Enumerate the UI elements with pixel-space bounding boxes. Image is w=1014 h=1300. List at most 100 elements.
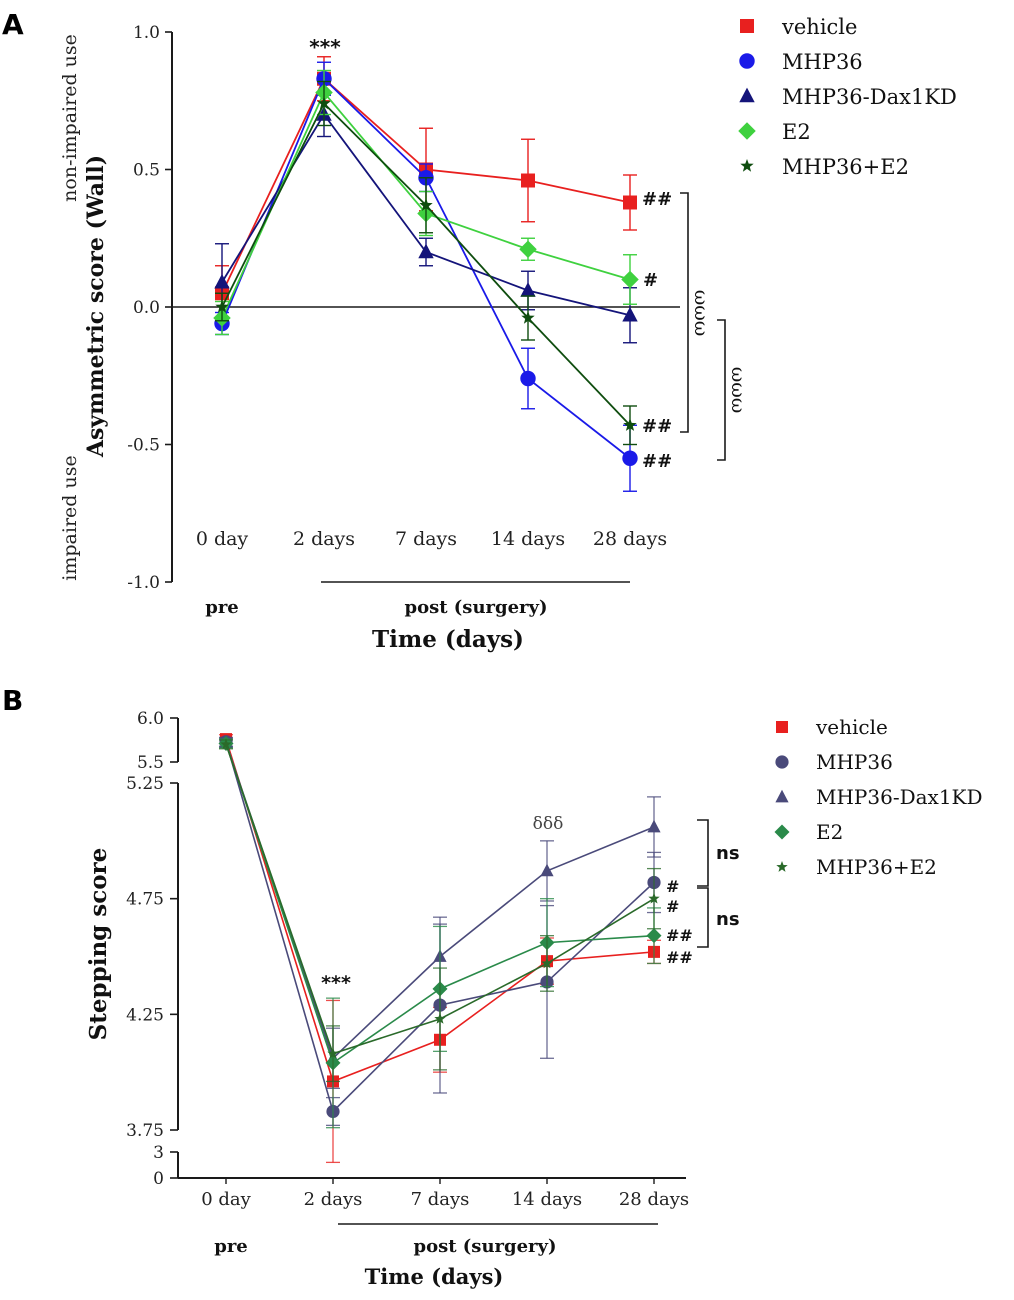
b-e2-hash: ## <box>666 926 693 945</box>
b-xlabel: Time (days) <box>365 1264 504 1289</box>
a-mhp36-hash: ## <box>642 451 672 472</box>
a-legend-label: MHP36 <box>782 50 863 74</box>
b-group-post: post (surgery) <box>413 1236 556 1257</box>
a-xtick-label: 28 days <box>593 528 667 550</box>
b-ytick-label: 5.25 <box>126 774 164 794</box>
panel-b-label: B <box>2 684 23 717</box>
a-legend-item: vehicle <box>740 15 857 39</box>
b-legend: vehicle MHP36 MHP36-Dax1KD E2 MHP36+E2 <box>774 715 983 879</box>
a-series-mhp36-e2 <box>215 80 637 446</box>
b-vehicle-hash: ## <box>666 948 693 967</box>
a-e2-hash: # <box>643 270 658 291</box>
a-point-mhp36-e2 <box>215 300 229 313</box>
star-icon <box>776 861 788 872</box>
b-comb-hash: # <box>666 897 679 916</box>
b-legend-item: MHP36+E2 <box>776 855 937 879</box>
a-legend-label: E2 <box>782 120 811 144</box>
b-legend-item: vehicle <box>776 715 888 739</box>
a-point-e2 <box>519 240 537 258</box>
a-point-mhp36-e2 <box>317 96 331 110</box>
a-ylabel-lower: impaired use <box>59 455 81 580</box>
a-legend: vehicle MHP36 MHP36-Dax1KD E2 MHP36+E2 <box>738 15 957 179</box>
b-legend-label: MHP36+E2 <box>816 855 937 879</box>
a-legend-item: MHP36 <box>739 50 863 74</box>
a-bracket-1 <box>680 192 689 433</box>
b-legend-item: MHP36-Dax1KD <box>775 785 983 809</box>
b-bracket-1 <box>697 819 709 887</box>
b-legend-label: vehicle <box>815 715 888 739</box>
b-xtick-label: 28 days <box>619 1189 689 1210</box>
b-point-mhp36-dax1kd <box>647 819 661 833</box>
triangle-icon <box>775 789 789 803</box>
a-legend-label: vehicle <box>781 15 857 39</box>
b-xtick-label: 7 days <box>411 1189 470 1210</box>
a-ylabel: Asymmetric score (Wall) <box>83 155 109 458</box>
a-legend-item: E2 <box>738 120 811 144</box>
b-x-category-labels: 0 day 2 days 7 days 14 days 28 days <box>201 1178 689 1210</box>
b-legend-label: E2 <box>816 820 843 844</box>
a-point-e2 <box>621 270 639 289</box>
b-point-e2 <box>646 928 662 944</box>
a-comb-hash: ## <box>642 416 672 437</box>
b-legend-label: MHP36 <box>816 750 893 774</box>
b-legend-item: MHP36 <box>775 750 893 774</box>
b-ytick-label: 4.25 <box>126 1005 164 1025</box>
b-xtick-label: 14 days <box>512 1189 582 1210</box>
panel-b: B 6.0 5.55.25 4.75 4.25 3.753 0 Stepping scor… <box>2 684 983 1289</box>
square-icon <box>776 721 788 733</box>
b-ytick-label: 3 <box>153 1143 164 1163</box>
b-delta: δδδ <box>533 814 564 834</box>
b-group-pre: pre <box>214 1236 248 1257</box>
a-point-mhp36-e2 <box>521 311 535 324</box>
circle-icon <box>739 53 755 69</box>
a-point-vehicle <box>521 173 535 188</box>
panel-a: A 1.0 0.5 0.0 -0.5 -1.0 Asymmetric score (Wa… <box>2 8 957 653</box>
b-point-mhp36-e2 <box>648 892 660 904</box>
b-legend-item: E2 <box>774 820 843 844</box>
b-point-mhp36-e2 <box>327 1047 339 1059</box>
triangle-icon <box>739 87 755 103</box>
b-point-mhp36-dax1kd <box>540 863 554 877</box>
a-xlabel: Time (days) <box>372 626 524 653</box>
b-ytick-label: 4.75 <box>126 890 164 910</box>
b-bracket-2 <box>697 887 709 948</box>
a-point-mhp36-dax1kd <box>214 273 230 289</box>
b-xtick-label: 0 day <box>201 1189 251 1210</box>
b-series-group <box>218 733 662 1164</box>
b-ytick-label: 5.5 <box>137 753 164 773</box>
a-legend-label: MHP36+E2 <box>782 155 909 179</box>
a-bracket-2-label: ωωω <box>727 367 749 413</box>
b-series-mhp36-e2 <box>219 738 661 1083</box>
a-x-category-labels: 0 day 2 days 7 days 14 days 28 days <box>196 528 667 550</box>
a-point-mhp36 <box>622 450 638 466</box>
b-point-mhp36-e2 <box>541 957 553 969</box>
b-ns-2: ns <box>716 909 740 930</box>
diamond-icon <box>738 122 756 140</box>
a-legend-label: MHP36-Dax1KD <box>782 85 957 109</box>
a-stars: *** <box>309 35 341 59</box>
a-ylabel-upper: non-impaired use <box>59 34 81 202</box>
panel-a-label: A <box>2 8 24 41</box>
b-y-ticks: 6.0 5.55.25 4.75 4.25 3.753 0 <box>126 709 178 1189</box>
a-group-post: post (surgery) <box>404 597 547 618</box>
b-ytick-label: 3.75 <box>126 1121 164 1141</box>
a-bracket-2 <box>717 319 726 461</box>
b-point-mhp36-e2 <box>434 1013 446 1024</box>
b-ytick-label: 0 <box>153 1169 164 1189</box>
a-y-ticks: 1.0 0.5 0.0 -0.5 -1.0 <box>127 23 172 593</box>
a-ytick-label: -1.0 <box>127 573 160 593</box>
b-mhp36-hash: # <box>666 877 679 896</box>
a-bracket-1-label: ωωω <box>690 290 712 336</box>
a-point-vehicle <box>623 195 637 210</box>
a-point-mhp36-dax1kd <box>520 282 536 297</box>
b-ylabel: Stepping score <box>85 848 112 1041</box>
a-ytick-label: 0.5 <box>133 161 160 181</box>
diamond-icon <box>774 824 790 840</box>
a-point-mhp36-e2 <box>623 418 637 431</box>
b-legend-label: MHP36-Dax1KD <box>816 785 983 809</box>
a-xtick-label: 14 days <box>491 528 565 550</box>
a-point-mhp36-e2 <box>419 198 433 211</box>
circle-icon <box>775 755 789 769</box>
a-series-group <box>213 56 639 492</box>
